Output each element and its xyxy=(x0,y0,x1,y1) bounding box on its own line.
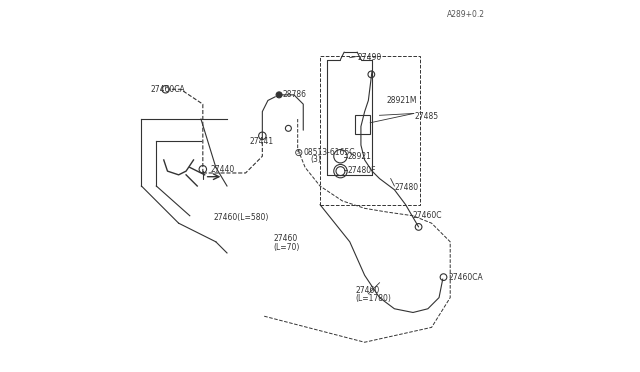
Text: 27440: 27440 xyxy=(211,165,234,174)
Text: 27460: 27460 xyxy=(355,286,380,295)
Text: (L=1780): (L=1780) xyxy=(355,294,391,303)
Bar xyxy=(355,115,370,134)
Bar xyxy=(320,56,420,205)
Text: 28921M: 28921M xyxy=(387,96,417,105)
Text: 27480F: 27480F xyxy=(348,166,376,175)
Text: 27490: 27490 xyxy=(357,53,381,62)
Text: 28921: 28921 xyxy=(348,153,372,161)
Text: 08513-6165C: 08513-6165C xyxy=(303,148,355,157)
Text: 27460CA: 27460CA xyxy=(449,273,483,282)
Text: 27460(L=580): 27460(L=580) xyxy=(214,213,269,222)
Text: S: S xyxy=(297,150,301,155)
Text: 28786: 28786 xyxy=(283,90,307,99)
Text: 27460: 27460 xyxy=(273,234,298,243)
Text: 27441: 27441 xyxy=(250,137,273,146)
Circle shape xyxy=(276,92,282,98)
Text: 27480: 27480 xyxy=(394,183,419,192)
Text: (L=70): (L=70) xyxy=(273,243,300,252)
Text: 27460C: 27460C xyxy=(412,211,442,220)
Text: 27485: 27485 xyxy=(415,112,439,121)
Text: A289+0.2: A289+0.2 xyxy=(447,10,484,19)
Text: (3): (3) xyxy=(310,155,321,164)
Text: 27460CA: 27460CA xyxy=(151,85,186,94)
